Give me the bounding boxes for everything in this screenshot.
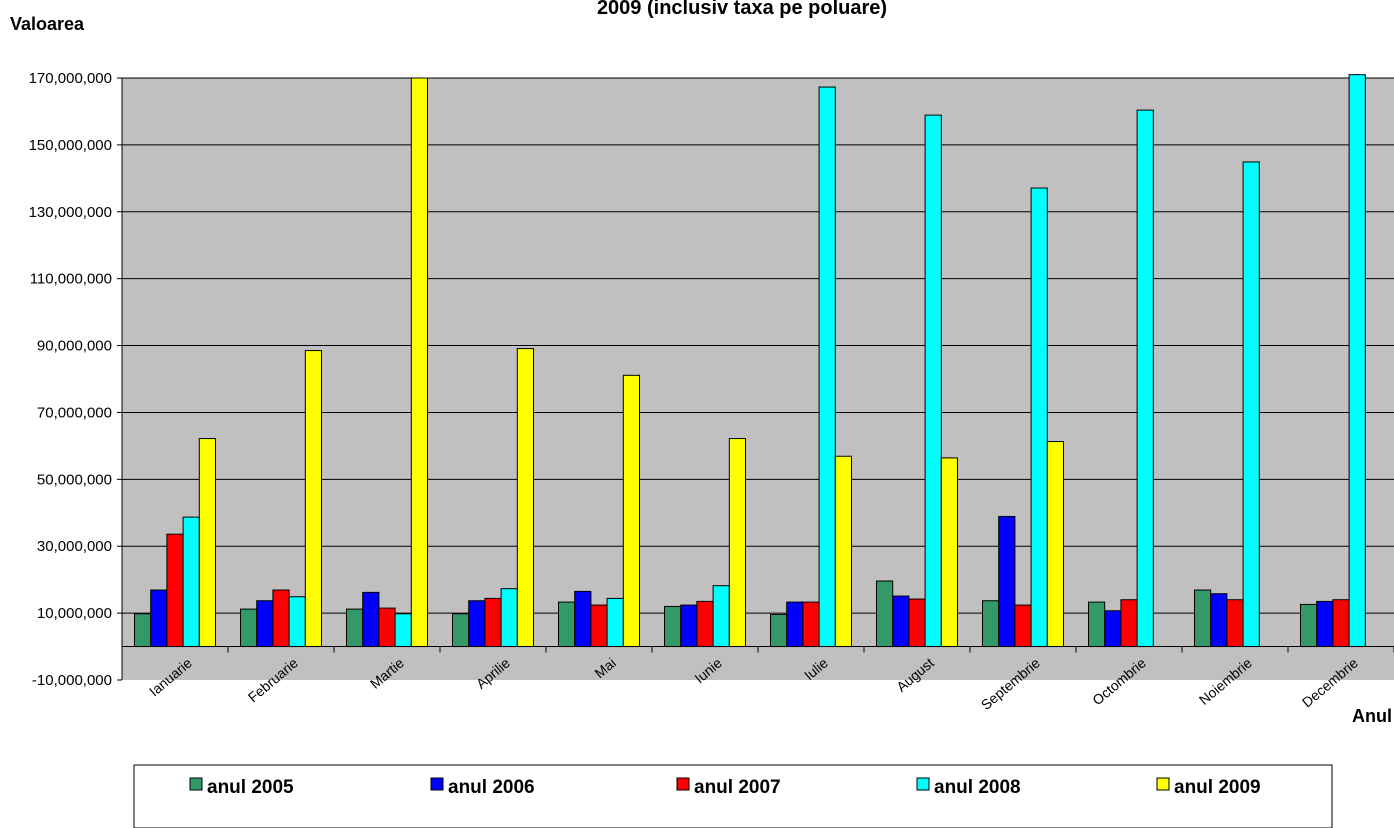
bar-anul-2006-februarie (256, 600, 274, 648)
legend-label: anul 2007 (694, 777, 781, 798)
bar-anul-2005-iulie (770, 613, 788, 648)
y-tick-label: 90,000,000 (37, 338, 112, 355)
legend-swatch (1156, 777, 1170, 791)
bar-anul-2007-iunie (696, 600, 714, 648)
bar-anul-2005-noiembrie (1194, 589, 1212, 648)
legend-box (133, 764, 1333, 828)
bar-anul-2009-iulie (834, 455, 852, 648)
bar-anul-2005-iunie (664, 605, 682, 648)
bar-anul-2007-februarie (272, 589, 290, 648)
y-tick-label: 70,000,000 (37, 404, 112, 421)
bar-anul-2009-septembrie (1046, 441, 1065, 648)
bar-anul-2007-aprilie (484, 597, 502, 648)
bar-anul-2009-aprilie (516, 348, 534, 648)
bar-anul-2008-ianuarie (182, 516, 200, 648)
bar-anul-2007-iulie (802, 601, 820, 648)
bar-anul-2007-mai (590, 604, 608, 648)
bar-anul-2005-ianuarie (134, 613, 152, 648)
y-axis-label: Valoarea (10, 14, 85, 34)
bar-anul-2006-august (892, 595, 910, 648)
legend-swatch (916, 777, 930, 791)
bar-anul-2007-septembrie (1014, 604, 1032, 648)
bar-anul-2007-octombrie (1120, 599, 1138, 648)
legend-swatch (189, 777, 203, 791)
bar-anul-2006-iulie (786, 601, 804, 648)
plot-area (122, 78, 1394, 680)
legend-swatch (676, 777, 690, 791)
axes (117, 77, 1394, 681)
bar-anul-2006-noiembrie (1210, 593, 1228, 648)
gridlines (122, 77, 1394, 614)
bar-anul-2009-februarie (304, 350, 322, 648)
bar-anul-2009-iunie (728, 438, 746, 648)
legend-label: anul 2006 (448, 777, 535, 798)
bar-anul-2008-octombrie (1136, 109, 1154, 648)
bar-anul-2005-septembrie (982, 600, 1000, 648)
bar-anul-2008-mai (606, 597, 624, 648)
bar-anul-2006-decembrie (1316, 600, 1334, 648)
bar-anul-2007-ianuarie (166, 533, 184, 648)
chart-title: 2009 (inclusiv taxa pe poluare) (597, 0, 887, 19)
bar-anul-2006-aprilie (468, 600, 486, 648)
bar-anul-2008-decembrie (1348, 74, 1366, 648)
y-tick-label: 170,000,000 (29, 70, 112, 87)
bar-anul-2008-aprilie (500, 588, 518, 648)
bar-anul-2008-martie (394, 613, 412, 648)
bar-anul-2006-iunie (680, 604, 698, 648)
bar-anul-2007-decembrie (1332, 599, 1350, 648)
bar-anul-2009-ianuarie (198, 438, 217, 648)
bar-anul-2008-august (924, 114, 942, 648)
bar-anul-2005-aprilie (452, 613, 470, 648)
bar-anul-2006-octombrie (1104, 610, 1122, 648)
bar-anul-2005-decembrie (1300, 603, 1318, 648)
bar-anul-2007-martie (378, 607, 396, 648)
bar-anul-2007-noiembrie (1226, 599, 1244, 648)
bar-anul-2008-noiembrie (1242, 161, 1260, 648)
legend-label: anul 2009 (1174, 777, 1261, 798)
bar-anul-2008-septembrie (1030, 187, 1048, 648)
legend-swatch (430, 777, 444, 791)
y-tick-label: -10,000,000 (32, 672, 112, 689)
bar-anul-2006-mai (574, 590, 592, 648)
bar-anul-2009-martie (410, 77, 428, 648)
y-tick-label: 130,000,000 (29, 204, 112, 221)
y-tick-label: 10,000,000 (37, 605, 112, 622)
bar-anul-2009-mai (622, 374, 640, 648)
y-tick-label: 150,000,000 (29, 137, 112, 154)
y-tick-label: 50,000,000 (37, 471, 112, 488)
bar-anul-2005-mai (558, 601, 576, 648)
bar-anul-2006-ianuarie (150, 589, 168, 648)
y-tick-labels: -10,000,000 10,000,000 30,000,000 50,000,00… (29, 70, 112, 689)
y-tick-label: 110,000,000 (30, 271, 112, 288)
bar-anul-2005-octombrie (1088, 601, 1106, 648)
bar-anul-2007-august (908, 598, 926, 648)
bar-anul-2006-septembrie (998, 515, 1016, 648)
bar-anul-2008-februarie (288, 596, 306, 648)
bar-anul-2008-iulie (818, 86, 836, 648)
bar-anul-2006-martie (362, 591, 380, 648)
legend: anul 2005 anul 2006 anul 2007 anul 2008 anul… (133, 764, 1333, 828)
bar-anul-2005-martie (346, 608, 364, 648)
x-axis-label: Anul (1352, 706, 1392, 726)
y-tick-label: 30,000,000 (37, 538, 112, 555)
bar-anul-2009-august (940, 457, 958, 648)
bar-anul-2005-august (876, 580, 894, 648)
legend-label: anul 2008 (934, 777, 1021, 798)
bar-anul-2008-iunie (712, 585, 730, 648)
legend-label: anul 2005 (207, 777, 294, 798)
bar-anul-2005-februarie (240, 608, 258, 648)
